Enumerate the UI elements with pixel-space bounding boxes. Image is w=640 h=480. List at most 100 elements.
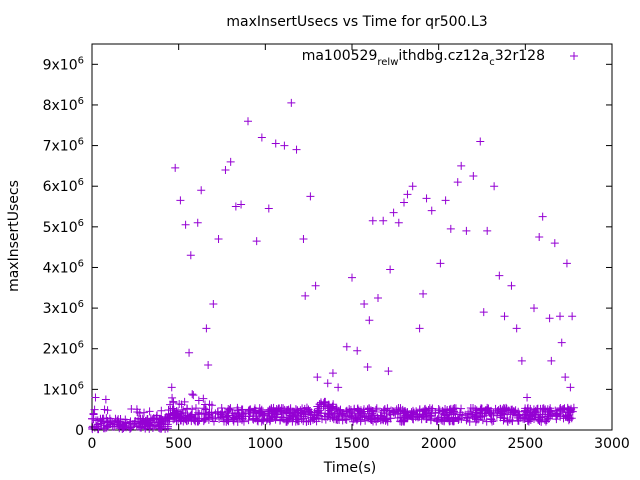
outlier-point: [209, 300, 218, 309]
outlier-point: [328, 369, 337, 378]
band-point: [181, 415, 190, 424]
band-point: [145, 424, 154, 433]
band-point: [514, 407, 523, 416]
band-point: [92, 422, 101, 431]
outlier-point: [517, 356, 526, 365]
outlier-point: [566, 383, 575, 392]
band-point: [320, 397, 329, 406]
outlier-point: [530, 304, 538, 313]
band-point: [223, 409, 232, 418]
band-point: [314, 407, 323, 416]
band-point: [539, 406, 548, 415]
band-point: [564, 411, 573, 420]
band-point: [538, 412, 547, 421]
band-point: [251, 414, 260, 423]
band-point: [200, 400, 209, 409]
band-point: [411, 413, 420, 422]
band-point: [274, 406, 283, 415]
band-point: [425, 404, 434, 413]
x-axis-title: Time(s): [323, 460, 376, 476]
band-point: [507, 405, 516, 414]
y-tick-label-exp: 6: [78, 177, 84, 188]
band-point: [264, 409, 273, 418]
band-point: [567, 404, 576, 413]
band-point: [476, 411, 485, 420]
band-point: [456, 408, 465, 417]
band-point: [259, 410, 268, 419]
band-point: [259, 416, 268, 425]
outlier-point: [221, 165, 230, 174]
band-point: [103, 422, 112, 431]
band-point: [234, 410, 243, 419]
band-point: [499, 404, 508, 413]
y-tick-label-exp: 6: [78, 137, 84, 148]
y-tick-label: 2x106: [43, 340, 84, 358]
band-point: [216, 410, 225, 419]
band-point: [372, 417, 381, 426]
band-point: [219, 417, 228, 426]
y-tick-label: 3x106: [43, 299, 84, 317]
outlier-point: [237, 200, 246, 209]
band-point: [300, 404, 309, 413]
band-point: [250, 404, 259, 413]
y-tick-label: 8x106: [43, 96, 84, 114]
outlier-point: [538, 212, 547, 221]
outlier-point: [334, 383, 343, 392]
band-point: [199, 394, 208, 403]
legend-marker: [570, 52, 578, 60]
outlier-point: [101, 395, 110, 404]
band-point: [450, 407, 459, 416]
outlier-point: [479, 308, 488, 317]
y-tick-label-base: 3x10: [43, 301, 78, 317]
band-point: [508, 417, 517, 426]
band-point: [477, 404, 486, 413]
outlier-point: [185, 348, 194, 357]
outlier-point: [453, 178, 462, 187]
outlier-point: [313, 373, 322, 382]
band-point: [356, 415, 365, 424]
band-point: [272, 413, 281, 422]
band-point: [390, 408, 399, 417]
band-point: [347, 413, 356, 422]
legend-label-part: ithdbg.cz12a: [398, 48, 489, 64]
band-point: [89, 409, 98, 418]
band-point: [395, 407, 404, 416]
y-tick-label-exp: 6: [78, 299, 84, 310]
outlier-point: [202, 324, 211, 333]
band-point: [445, 406, 454, 415]
band-point: [319, 402, 328, 411]
band-point: [415, 405, 424, 414]
band-point: [543, 413, 552, 422]
band-point: [268, 413, 277, 422]
band-point: [132, 422, 141, 431]
outlier-point: [550, 239, 559, 248]
band-point: [361, 416, 370, 425]
legend-label-sub: w: [390, 57, 398, 68]
band-point: [453, 414, 462, 423]
band-point: [226, 404, 235, 413]
outlier-point: [545, 314, 554, 323]
band-point: [165, 414, 174, 423]
outlier-point: [490, 182, 499, 191]
outlier-point: [562, 259, 571, 268]
band-point: [523, 416, 532, 425]
band-point: [461, 410, 470, 419]
band-point: [471, 408, 480, 417]
band-point: [211, 413, 220, 422]
y-tick-label: 0: [75, 423, 84, 439]
legend-label: ma100529rel​w​ithdbg.cz12ac​32r128: [302, 48, 545, 68]
outlier-point: [557, 338, 566, 347]
band-point: [161, 412, 170, 421]
band-point: [557, 406, 566, 415]
band-point: [444, 415, 453, 424]
outlier-point: [436, 259, 445, 268]
band-point: [350, 405, 359, 414]
y-tick-label-exp: 6: [78, 218, 84, 229]
outlier-point: [301, 291, 310, 300]
band-point: [422, 410, 431, 419]
x-tick-label: 1000: [248, 436, 284, 452]
band-point: [233, 403, 242, 412]
y-tick-label: 4x106: [43, 258, 84, 276]
outlier-point: [556, 312, 564, 321]
outlier-point: [181, 220, 190, 229]
